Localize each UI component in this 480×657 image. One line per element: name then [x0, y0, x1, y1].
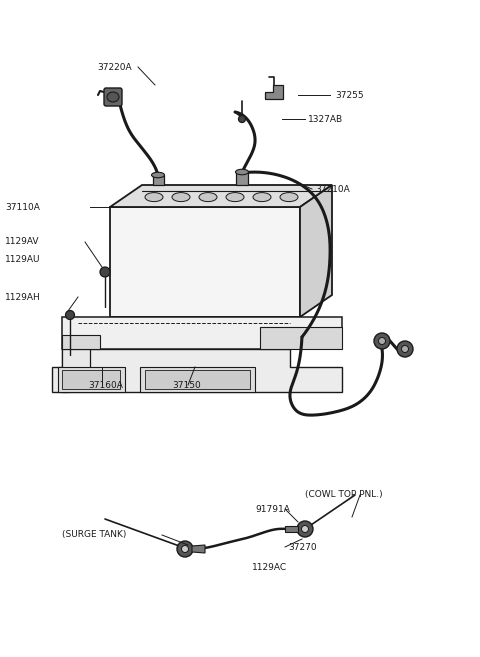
Ellipse shape [301, 526, 309, 533]
Ellipse shape [401, 346, 408, 353]
Text: 1129AH: 1129AH [5, 292, 41, 302]
Text: 91791A: 91791A [255, 505, 290, 514]
Text: (COWL TOP PNL.): (COWL TOP PNL.) [305, 491, 383, 499]
Polygon shape [300, 185, 332, 317]
Ellipse shape [65, 311, 74, 319]
Ellipse shape [100, 267, 110, 277]
Ellipse shape [397, 341, 413, 357]
FancyBboxPatch shape [104, 88, 122, 106]
Ellipse shape [107, 92, 119, 102]
Text: 37255: 37255 [335, 91, 364, 99]
Polygon shape [140, 367, 255, 392]
Polygon shape [285, 526, 298, 532]
Ellipse shape [239, 116, 245, 122]
Ellipse shape [253, 193, 271, 202]
Text: 1129AU: 1129AU [5, 254, 40, 263]
Ellipse shape [199, 193, 217, 202]
Ellipse shape [152, 172, 165, 178]
Polygon shape [52, 349, 342, 392]
Polygon shape [153, 175, 164, 185]
Ellipse shape [172, 193, 190, 202]
Polygon shape [110, 207, 300, 317]
Ellipse shape [226, 193, 244, 202]
Ellipse shape [297, 521, 313, 537]
Ellipse shape [145, 193, 163, 202]
Polygon shape [192, 545, 205, 553]
Polygon shape [260, 327, 342, 349]
Text: 37220A: 37220A [97, 62, 132, 72]
Text: 37210A: 37210A [315, 185, 350, 194]
Polygon shape [62, 349, 90, 392]
Polygon shape [145, 370, 250, 389]
Polygon shape [110, 185, 332, 207]
Text: 37270: 37270 [288, 543, 317, 551]
Polygon shape [62, 335, 100, 349]
Text: 37150: 37150 [172, 380, 201, 390]
Ellipse shape [374, 333, 390, 349]
Polygon shape [58, 367, 125, 392]
Text: 37110A: 37110A [5, 202, 40, 212]
Text: 1129AV: 1129AV [5, 237, 39, 246]
Polygon shape [62, 317, 342, 349]
Polygon shape [62, 370, 120, 389]
Text: 1129AC: 1129AC [252, 562, 287, 572]
Ellipse shape [379, 338, 385, 344]
Ellipse shape [236, 170, 249, 175]
Ellipse shape [177, 541, 193, 557]
Ellipse shape [280, 193, 298, 202]
Ellipse shape [181, 545, 189, 553]
Polygon shape [265, 85, 283, 99]
Polygon shape [237, 172, 248, 185]
Text: 37160A: 37160A [88, 380, 123, 390]
Text: 1327AB: 1327AB [308, 114, 343, 124]
Text: (SURGE TANK): (SURGE TANK) [62, 530, 126, 539]
